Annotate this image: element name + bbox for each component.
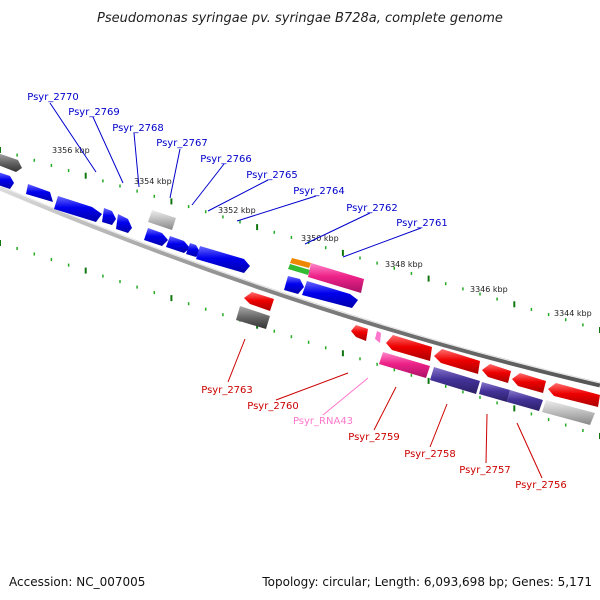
leader-line — [191, 163, 225, 206]
leader-line — [485, 413, 488, 464]
gene-feature[interactable] — [386, 335, 432, 361]
leader-line — [322, 377, 369, 416]
gene-feature[interactable] — [26, 184, 53, 202]
gene-feature[interactable] — [236, 306, 270, 329]
gene-feature[interactable] — [166, 236, 190, 253]
leader-line — [207, 179, 269, 212]
leader-line — [133, 132, 140, 188]
gene-feature[interactable] — [290, 258, 311, 268]
forward-leader-lines — [49, 102, 422, 258]
gene-label[interactable]: Psyr_2759 — [348, 432, 400, 443]
gene-feature[interactable] — [507, 390, 543, 411]
gene-feature[interactable] — [542, 400, 595, 425]
tick-label: 3354 kbp — [134, 177, 172, 186]
gene-feature[interactable] — [302, 281, 358, 308]
gene-feature[interactable] — [430, 367, 480, 394]
gene-label[interactable]: Psyr_2760 — [247, 401, 299, 412]
tick-label: 3356 kbp — [52, 146, 90, 155]
forward-gene-labels: Psyr_2770 Psyr_2769 Psyr_2768 Psyr_2767 … — [27, 92, 448, 229]
leader-line — [429, 403, 448, 448]
gene-feature[interactable] — [512, 373, 546, 393]
leader-line — [304, 212, 371, 245]
gene-label[interactable]: Psyr_2761 — [396, 218, 448, 229]
map-title: Pseudomonas syringae pv. syringae B728a,… — [97, 11, 503, 26]
forward-strand-genes — [0, 153, 364, 308]
leader-line — [373, 386, 397, 431]
gene-feature[interactable] — [0, 153, 22, 172]
gene-feature[interactable] — [434, 349, 480, 374]
gene-label[interactable]: Psyr_2769 — [68, 107, 120, 118]
gene-label[interactable]: Psyr_2766 — [200, 154, 252, 165]
gene-feature[interactable] — [548, 383, 600, 407]
tick-label: 3350 kbp — [301, 234, 339, 243]
reverse-gene-labels: Psyr_2763 Psyr_2760 Psyr_RNA43 Psyr_2759… — [201, 385, 567, 491]
gene-label[interactable]: Psyr_2757 — [459, 465, 511, 476]
gene-feature[interactable] — [288, 264, 310, 275]
leader-line — [516, 422, 543, 479]
genome-backbone — [0, 185, 600, 388]
leader-line — [92, 116, 124, 184]
leader-line — [169, 148, 181, 199]
genome-backbone-highlight — [0, 185, 600, 384]
gene-label[interactable]: Psyr_RNA43 — [293, 416, 353, 427]
gene-label[interactable]: Psyr_2764 — [293, 186, 345, 197]
tick-track-inner — [0, 240, 600, 439]
gene-feature[interactable] — [196, 246, 250, 273]
reverse-strand-genes — [236, 292, 600, 425]
gene-label[interactable]: Psyr_2770 — [27, 92, 79, 103]
leader-line — [49, 102, 97, 173]
gene-feature[interactable] — [54, 196, 102, 222]
gene-feature[interactable] — [308, 263, 364, 293]
gene-feature[interactable] — [186, 243, 200, 257]
gene-label[interactable]: Psyr_2756 — [515, 480, 567, 491]
gene-feature[interactable] — [0, 172, 14, 189]
leader-line — [236, 195, 317, 222]
gene-feature[interactable] — [284, 276, 304, 294]
gene-label[interactable]: Psyr_2767 — [156, 138, 208, 149]
gene-feature[interactable] — [144, 228, 168, 246]
gene-feature[interactable] — [482, 364, 511, 383]
gene-label[interactable]: Psyr_2765 — [246, 170, 298, 181]
genome-summary-text: Topology: circular; Length: 6,093,698 bp… — [261, 575, 592, 589]
gene-feature[interactable] — [379, 352, 430, 378]
coordinate-labels: 3356 kbp 3354 kbp 3352 kbp 3350 kbp 3348… — [52, 146, 592, 318]
tick-label: 3348 kbp — [385, 260, 423, 269]
gene-feature[interactable] — [102, 208, 116, 225]
gene-label[interactable]: Psyr_2758 — [404, 449, 456, 460]
gene-label[interactable]: Psyr_2768 — [112, 123, 164, 134]
gene-feature[interactable] — [375, 331, 381, 343]
gene-feature[interactable] — [148, 210, 176, 230]
reverse-leader-lines — [227, 338, 543, 479]
leader-line — [275, 372, 349, 401]
tick-label: 3352 kbp — [218, 206, 256, 215]
gene-feature[interactable] — [479, 382, 510, 402]
leader-line — [227, 338, 246, 383]
gene-label[interactable]: Psyr_2762 — [346, 203, 398, 214]
tick-label: 3346 kbp — [470, 285, 508, 294]
accession-text: Accession: NC_007005 — [9, 575, 145, 589]
tick-track-outer — [0, 147, 600, 333]
gene-feature[interactable] — [351, 325, 368, 341]
tick-label: 3344 kbp — [554, 309, 592, 318]
gene-feature[interactable] — [244, 292, 274, 311]
gene-feature[interactable] — [116, 214, 132, 233]
gene-label[interactable]: Psyr_2763 — [201, 385, 253, 396]
leader-line — [342, 227, 422, 258]
